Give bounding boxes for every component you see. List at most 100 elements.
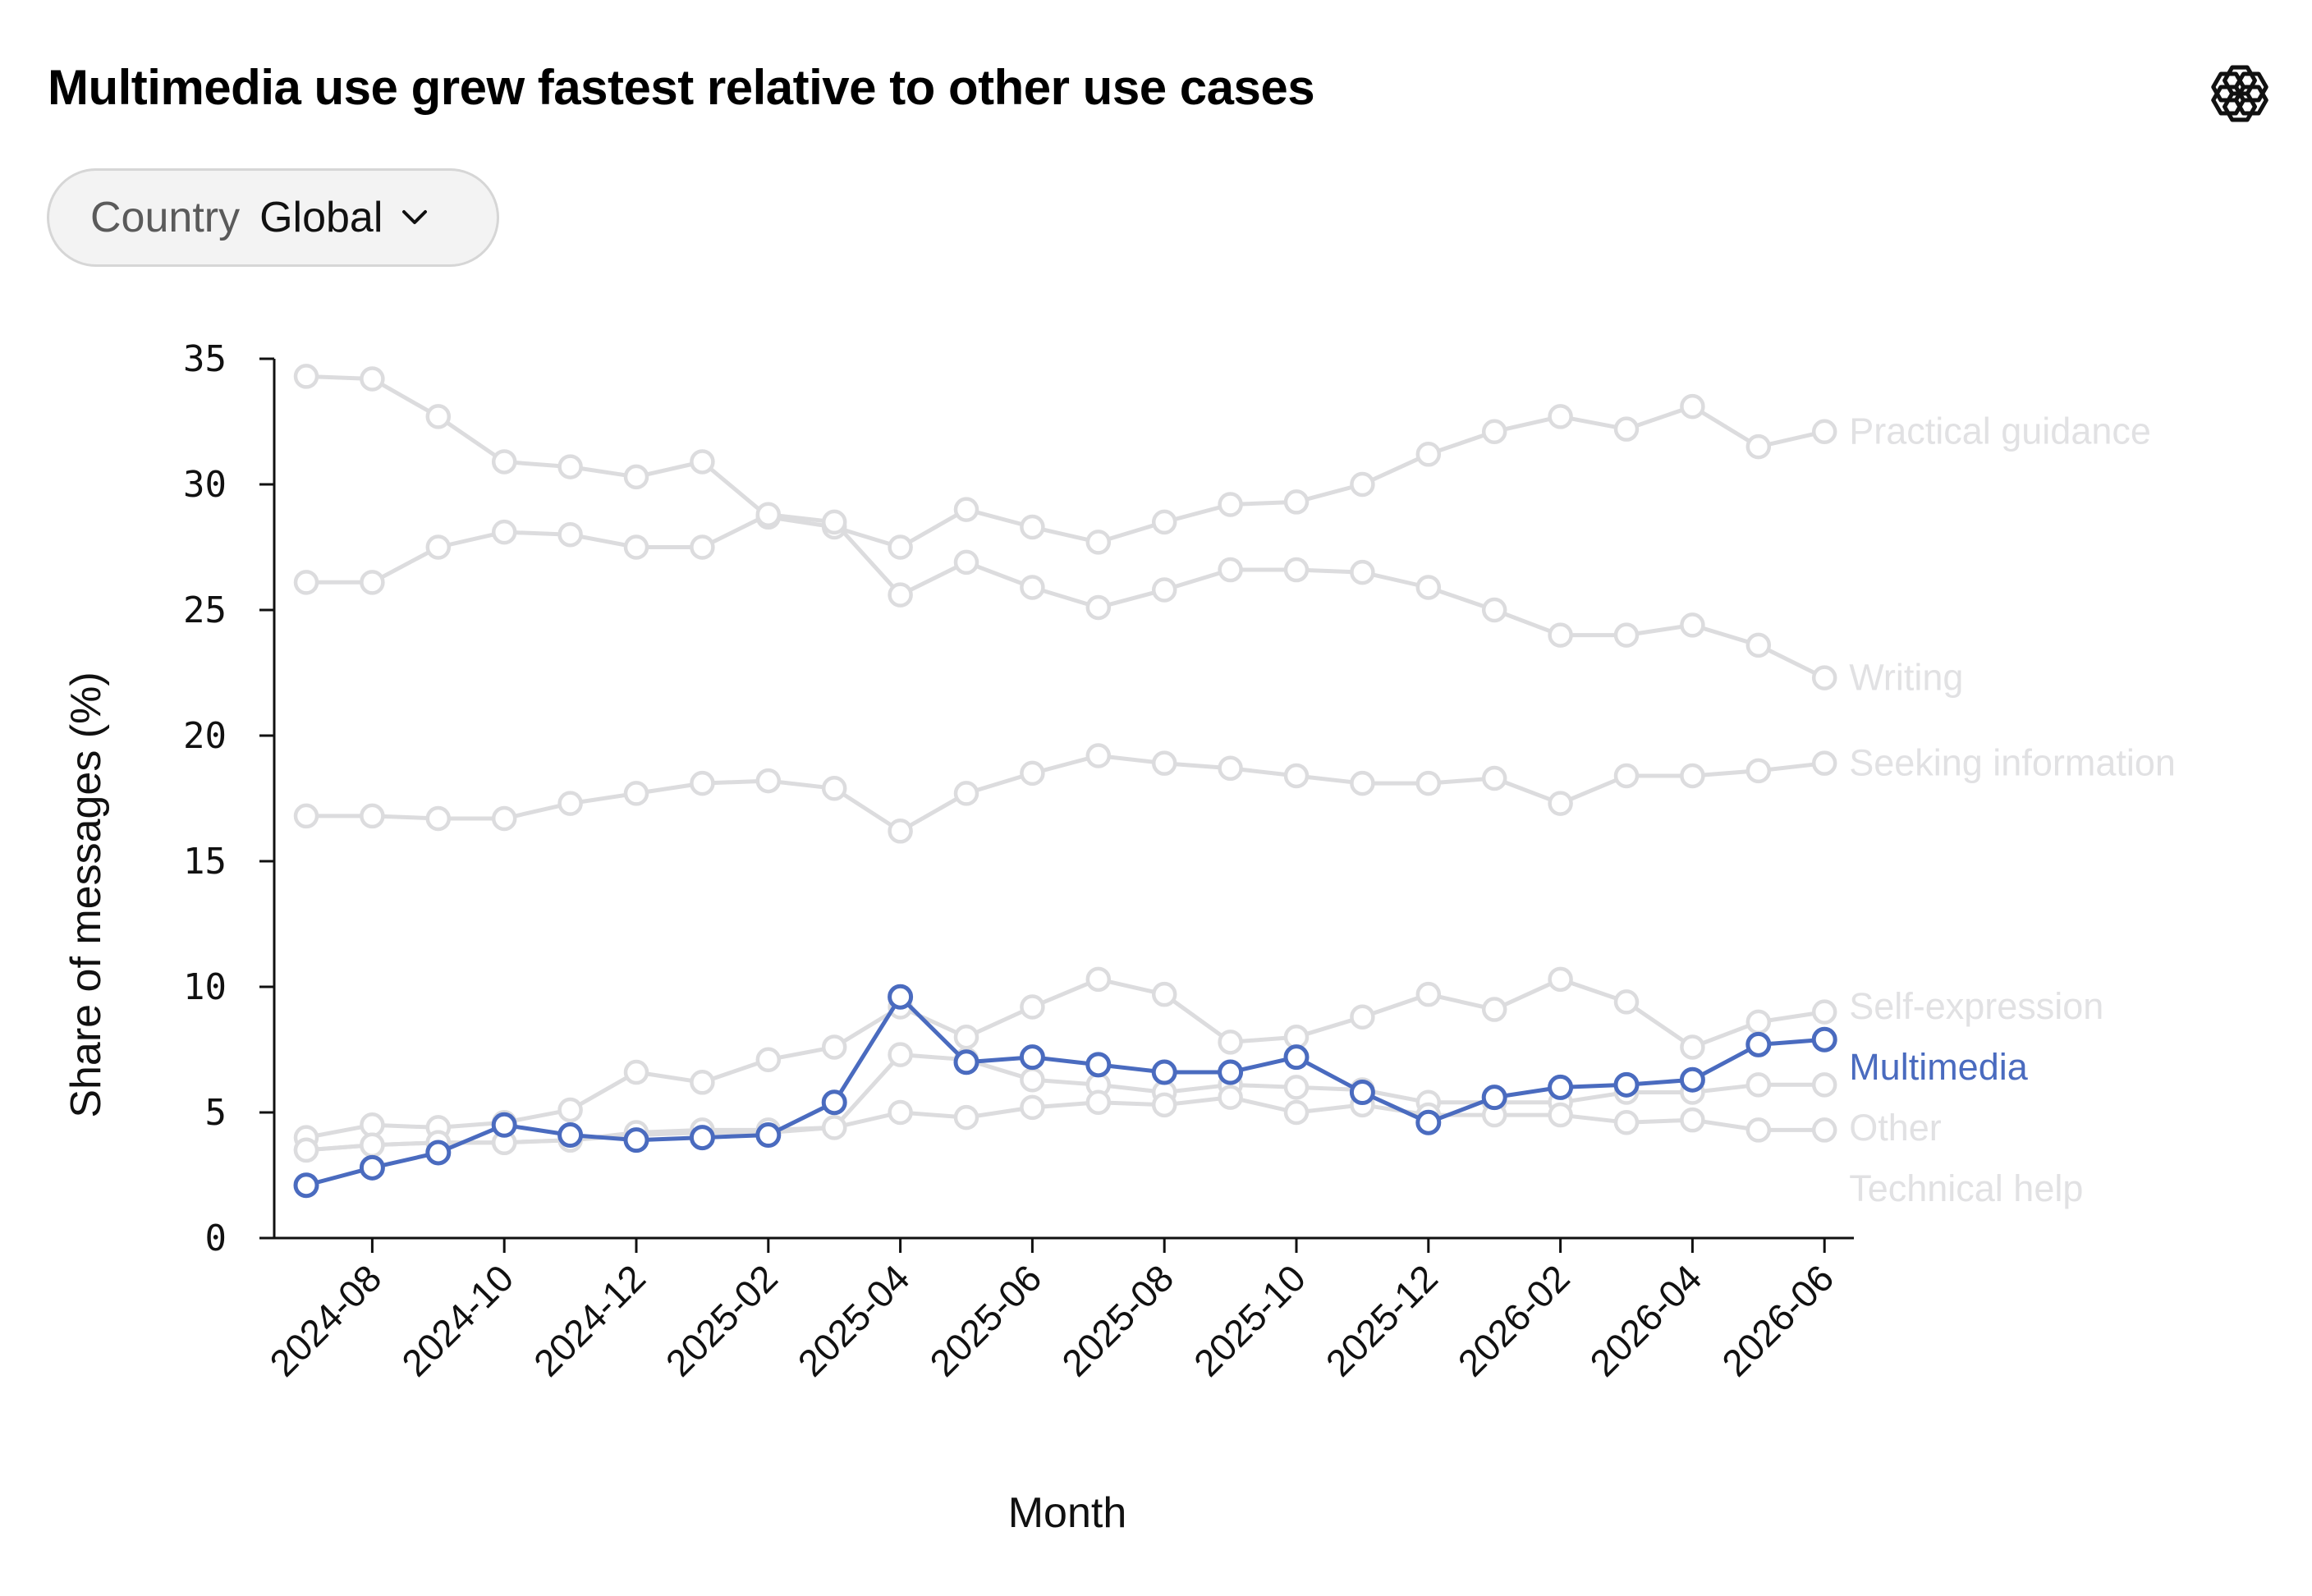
y-tick-label: 30 <box>183 464 227 506</box>
data-point-practical-guidance <box>623 464 649 490</box>
data-point-practical-guidance <box>1218 492 1243 517</box>
y-tick-label: 10 <box>183 966 227 1008</box>
x-tick-label: 2024-12 <box>525 1256 654 1384</box>
data-point-self-expression <box>557 1097 583 1123</box>
data-point-seeking-information <box>293 803 319 829</box>
data-point-practical-guidance <box>1085 530 1112 555</box>
data-point-self-expression <box>1218 1030 1243 1055</box>
data-point-self-expression <box>1481 997 1507 1022</box>
series-label-technical-help: Technical help <box>1849 1167 2083 1209</box>
data-point-multimedia <box>1218 1059 1244 1085</box>
data-point-seeking-information <box>1745 758 1772 784</box>
data-point-practical-guidance <box>425 404 452 429</box>
data-point-writing <box>1548 622 1573 648</box>
data-point-seeking-information <box>755 768 782 794</box>
data-point-self-expression <box>755 1047 782 1072</box>
x-tick-label: 2026-06 <box>1713 1256 1842 1384</box>
y-tick-label: 15 <box>183 841 227 883</box>
data-point-writing <box>1481 597 1507 623</box>
data-point-multimedia <box>1085 1052 1112 1078</box>
data-point-writing <box>755 502 782 527</box>
data-point-writing <box>491 519 517 545</box>
data-point-practical-guidance <box>293 364 319 389</box>
data-point-self-expression <box>1151 981 1177 1007</box>
series-line-multimedia <box>305 994 1825 1188</box>
country-dropdown[interactable]: Country Global <box>47 168 499 267</box>
data-point-writing <box>1680 612 1705 638</box>
data-point-seeking-information <box>1415 770 1442 796</box>
data-point-seeking-information <box>1283 763 1310 789</box>
data-point-technical-help <box>293 1137 319 1163</box>
data-point-practical-guidance <box>888 534 913 560</box>
data-point-practical-guidance <box>360 366 385 392</box>
x-tick-label: 2025-02 <box>658 1256 786 1384</box>
data-point-seeking-information <box>690 770 715 796</box>
y-tick-label: 5 <box>205 1092 227 1134</box>
data-point-multimedia <box>1019 1044 1045 1071</box>
data-point-multimedia <box>425 1140 452 1166</box>
series-line-practical-guidance <box>305 374 1825 549</box>
data-point-seeking-information <box>1085 743 1112 768</box>
data-point-self-expression <box>953 1024 979 1050</box>
data-point-multimedia <box>1481 1085 1507 1111</box>
data-point-seeking-information <box>1218 755 1243 782</box>
series-label-multimedia: Multimedia <box>1849 1046 2029 1088</box>
data-point-seeking-information <box>1350 770 1375 796</box>
data-point-technical-help <box>1283 1099 1310 1126</box>
data-point-practical-guidance <box>491 449 517 475</box>
data-point-multimedia <box>1349 1080 1375 1106</box>
data-point-technical-help <box>888 1099 913 1126</box>
data-point-practical-guidance <box>690 449 715 475</box>
data-point-writing <box>1613 622 1640 648</box>
data-point-self-expression <box>1680 1034 1705 1060</box>
data-point-writing <box>1151 577 1177 603</box>
data-point-other <box>1811 1072 1837 1098</box>
highlight-series-group <box>293 984 1837 1199</box>
data-point-multimedia <box>557 1122 584 1149</box>
data-point-self-expression <box>1350 1004 1375 1030</box>
data-point-writing <box>425 534 452 560</box>
series-label-other: Other <box>1849 1107 1942 1149</box>
data-point-other <box>1283 1075 1310 1100</box>
series-labels-group: Practical guidance Writing Seeking informa… <box>1849 410 2176 1209</box>
data-point-multimedia <box>1811 1026 1837 1053</box>
data-point-self-expression <box>360 1112 385 1138</box>
data-point-seeking-information <box>1548 791 1573 816</box>
x-tick-label: 2025-10 <box>1186 1256 1314 1384</box>
series-label-practical-guidance: Practical guidance <box>1849 410 2151 452</box>
data-point-multimedia <box>491 1112 517 1138</box>
data-point-writing <box>1218 557 1243 583</box>
data-point-self-expression <box>1745 1009 1772 1035</box>
x-axis-title: Month <box>1008 1489 1127 1537</box>
data-point-seeking-information <box>1613 763 1640 789</box>
data-point-writing <box>557 521 583 548</box>
data-point-technical-help <box>360 1132 385 1158</box>
data-point-seeking-information <box>425 805 452 832</box>
data-point-multimedia <box>359 1154 385 1181</box>
data-point-practical-guidance <box>1745 433 1772 460</box>
data-point-writing <box>953 549 979 576</box>
data-point-self-expression <box>1613 989 1640 1015</box>
data-point-practical-guidance <box>1811 419 1837 444</box>
data-point-practical-guidance <box>1350 471 1375 498</box>
chevron-down-icon <box>402 210 428 224</box>
series-label-seeking-information: Seeking information <box>1849 742 2176 784</box>
data-point-other <box>888 1042 913 1067</box>
x-tick-label: 2026-04 <box>1581 1256 1709 1384</box>
data-point-writing <box>1020 575 1045 600</box>
x-tick-label: 2025-06 <box>921 1256 1049 1384</box>
data-point-self-expression <box>1811 999 1837 1025</box>
data-point-seeking-information <box>1020 760 1045 787</box>
data-point-writing <box>888 582 913 608</box>
series-line-technical-help <box>305 1095 1825 1153</box>
data-point-practical-guidance <box>1680 393 1705 420</box>
data-point-practical-guidance <box>1481 419 1507 444</box>
x-tick-label: 2025-08 <box>1053 1256 1181 1384</box>
data-point-practical-guidance <box>1283 489 1310 515</box>
muted-series-group <box>293 364 1837 1163</box>
data-point-self-expression <box>1020 994 1045 1020</box>
data-point-technical-help <box>953 1104 979 1130</box>
data-point-practical-guidance <box>1020 514 1045 540</box>
data-point-multimedia <box>1283 1044 1310 1071</box>
